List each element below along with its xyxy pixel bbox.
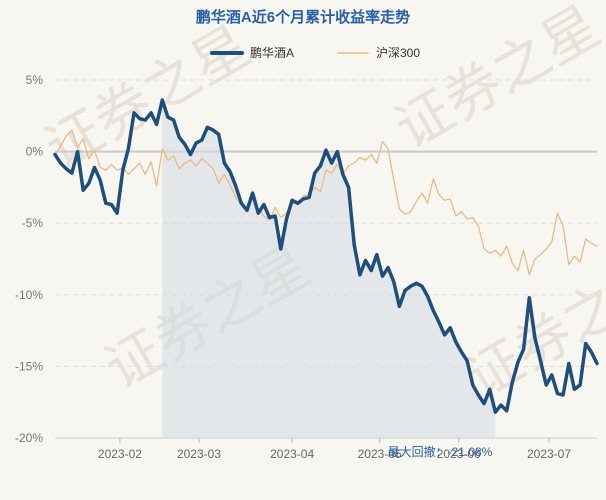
legend-label: 鹏华酒A xyxy=(250,46,294,60)
x-tick-label: 2023-04 xyxy=(270,447,314,461)
y-tick-label: -10% xyxy=(15,288,43,302)
chart-title: 鹏华酒A近6个月累计收益率走势 xyxy=(196,8,410,26)
x-tick-label: 2023-03 xyxy=(177,447,221,461)
y-tick-label: -5% xyxy=(22,216,44,230)
legend-label: 沪深300 xyxy=(376,46,420,60)
watermark-text: 证券之星 xyxy=(455,244,606,412)
max-drawdown-area xyxy=(162,100,496,438)
y-tick-label: 5% xyxy=(26,73,44,87)
series-line-fund xyxy=(53,98,599,414)
y-tick-label: -15% xyxy=(15,359,43,373)
legend: 鹏华酒A 沪深300 xyxy=(210,46,420,60)
x-tick-label: 2023-02 xyxy=(98,447,142,461)
x-tick-label: 2023-07 xyxy=(527,447,571,461)
max-drawdown-label: 最大回撤：-21.08% xyxy=(388,444,493,459)
watermark-text: 证券之星 xyxy=(385,0,606,162)
series-line-benchmark xyxy=(54,129,598,276)
x-tick-label: 2023-05 xyxy=(358,447,402,461)
y-axis: 5% 0% -5% -10% -15% -20% xyxy=(15,73,43,445)
x-tick-label: 2023-06 xyxy=(437,447,481,461)
watermark-text: 证券之星 xyxy=(35,14,261,182)
x-axis: 2023-02 2023-03 2023-04 2023-05 2023-06 2023-… xyxy=(98,438,571,461)
drawdown-shade xyxy=(162,100,496,438)
y-tick-label: -20% xyxy=(15,431,43,445)
series-layer xyxy=(53,98,599,414)
y-tick-label: 0% xyxy=(26,145,44,159)
